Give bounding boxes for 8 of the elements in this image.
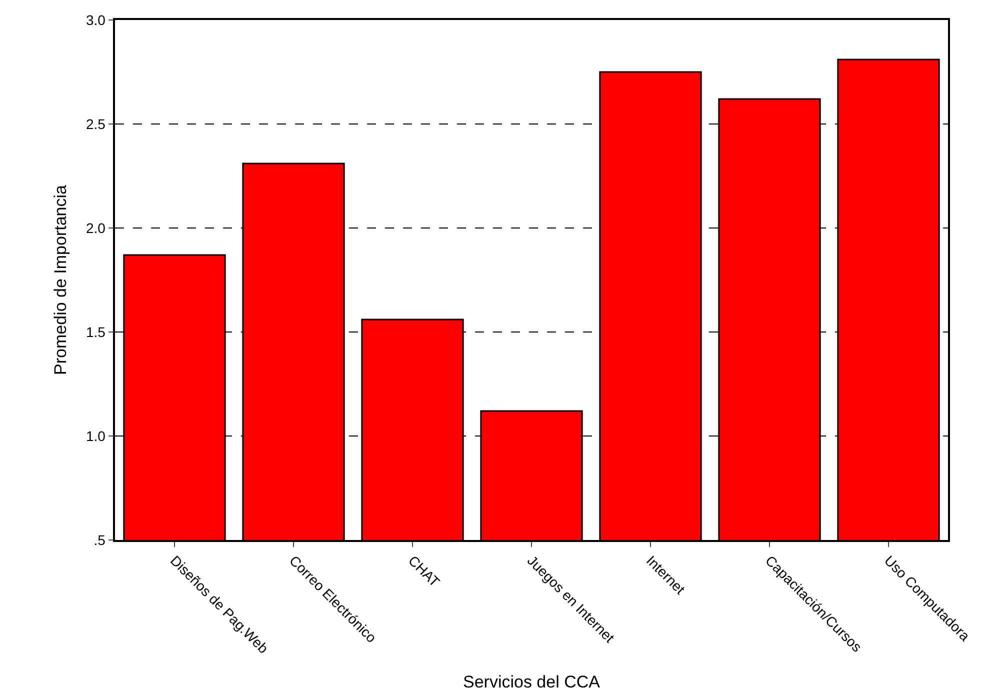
y-tick-label: 1.5 — [86, 324, 106, 340]
y-tick-label: 3.0 — [86, 12, 106, 28]
y-tick-label: .5 — [94, 532, 106, 548]
y-tick-label: 1.0 — [86, 428, 106, 444]
y-tick-label: 2.0 — [86, 220, 106, 236]
y-tick-label: 2.5 — [86, 116, 106, 132]
y-axis-title: Promedio de Importancia — [51, 184, 70, 375]
x-axis-title: Servicios del CCA — [463, 672, 601, 692]
